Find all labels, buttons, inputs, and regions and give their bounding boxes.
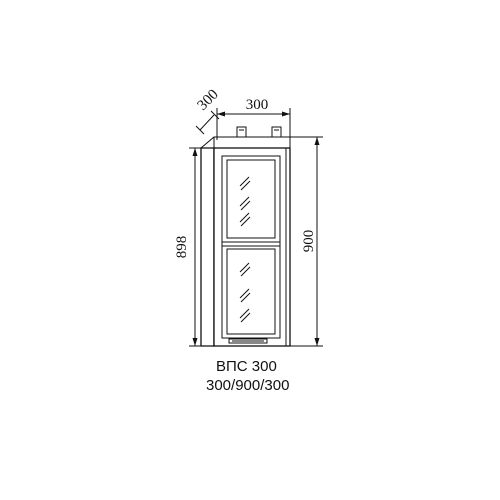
front-height-label: 898 <box>174 236 190 259</box>
front-height-dimension: 898 <box>174 147 201 347</box>
front-door <box>213 147 291 347</box>
glass-pane-lower <box>226 248 276 335</box>
glass-hatch-lower <box>239 262 251 323</box>
width-dimension: 300 <box>216 97 291 140</box>
width-label: 300 <box>246 97 269 113</box>
model-name: ВПС 300 <box>216 358 277 375</box>
side-panel <box>200 147 215 347</box>
door-handle <box>228 338 268 344</box>
depth-label: 300 <box>195 87 222 114</box>
side-height-dimension: 900 <box>290 136 323 347</box>
side-height-label: 900 <box>301 230 317 253</box>
hanging-bracket-right <box>271 126 282 138</box>
cabinet-body <box>200 147 291 347</box>
glass-pane-upper <box>226 159 276 239</box>
glass-hatch-upper <box>239 176 251 227</box>
cabinet-top <box>200 126 291 149</box>
hanging-bracket-left <box>236 126 247 138</box>
model-size: 300/900/300 <box>206 377 289 394</box>
depth-dimension: 300 <box>195 87 222 135</box>
